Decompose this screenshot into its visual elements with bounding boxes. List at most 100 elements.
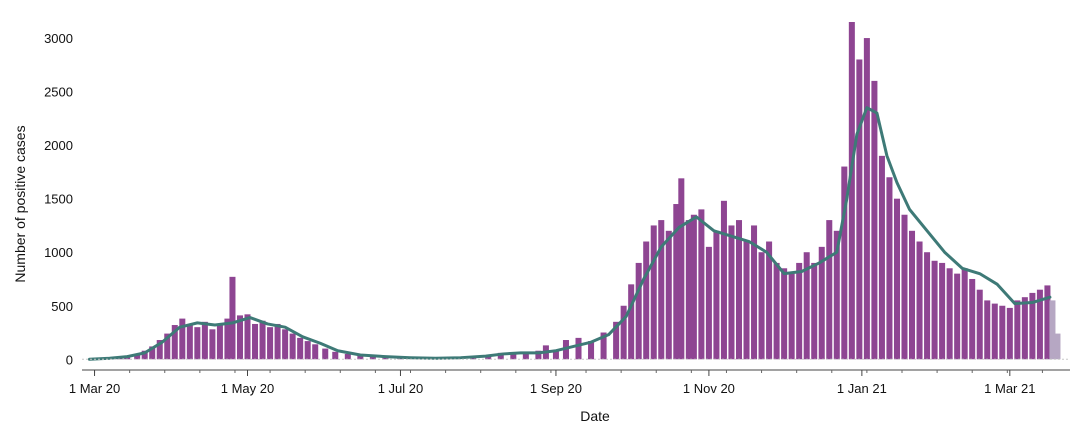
bar [236,315,243,360]
bar [171,325,178,360]
bar [1054,333,1061,360]
x-axis-title: Date [580,408,610,424]
y-tick-label: 3000 [44,31,73,46]
bar [773,262,780,360]
bar [961,268,968,360]
x-tick-label: 1 Mar 21 [984,381,1035,396]
x-tick-label: 1 Jan 21 [837,381,887,396]
y-tick-label: 2000 [44,138,73,153]
bar [1036,289,1043,360]
bar [705,246,712,360]
bar [658,220,665,360]
bar [886,177,893,360]
bar [713,230,720,360]
bar [735,220,743,360]
bar [665,230,672,360]
bar [728,225,735,360]
bar [312,344,319,360]
bar-series [86,22,1061,360]
y-tick-label: 1500 [44,192,73,207]
bar [690,214,697,360]
bar [758,252,765,360]
bar [382,357,389,360]
y-tick-label: 0 [66,352,73,367]
bar [939,262,946,360]
bar [976,289,983,360]
bar [878,155,885,360]
bar [848,22,855,360]
bar [244,314,251,360]
bar [304,341,311,360]
bar [229,276,236,360]
bar [863,38,870,360]
x-minor-ticks [94,370,1043,373]
bar [991,303,998,360]
bar [575,337,582,360]
bar [357,355,364,360]
bar [510,353,517,360]
bar [635,262,642,360]
bar [164,333,171,360]
bar [274,323,281,360]
bar [856,59,863,360]
bar [788,273,795,360]
bar [673,204,680,360]
bar [984,300,991,360]
x-tick-label: 1 Jul 20 [378,381,424,396]
bar [751,225,758,360]
x-tick-label: 1 Sep 20 [530,381,582,396]
rolling-average-line [88,106,1052,361]
bar [149,346,156,360]
x-tick-label: 1 Nov 20 [683,381,735,396]
bar [224,318,231,360]
bar [141,350,148,360]
bar [924,252,931,360]
bar [259,320,266,360]
bar [811,262,818,360]
bar [369,356,376,360]
bar [194,327,201,360]
bar [600,332,607,360]
y-tick-label: 2500 [44,85,73,100]
y-axis-ticks: 0 500 1000 1500 2000 2500 3000 [44,31,73,367]
bar [678,178,685,360]
bar [297,337,304,360]
bar [209,329,216,360]
bar [1049,300,1056,360]
bar [201,321,208,360]
bar [643,241,650,360]
bar [156,340,163,360]
bar [841,166,848,360]
bar [289,333,296,360]
bar [522,352,529,360]
bar [179,318,186,360]
bar [470,357,477,360]
bar [946,268,953,360]
bar [826,220,833,360]
bar [267,327,274,360]
bar [685,220,692,360]
bar [766,241,773,360]
bar [322,348,329,360]
bar [803,252,810,360]
bar [999,305,1006,360]
bar [1014,300,1021,360]
bar [252,323,259,360]
x-tick-label: 1 Mar 20 [69,381,120,396]
bar [552,349,559,360]
bar [931,260,938,360]
bar [628,284,635,360]
bar [497,352,504,360]
bar [1006,307,1013,360]
bar [833,230,840,360]
bar [332,351,339,360]
bar [216,323,223,360]
bar [743,241,750,360]
bar [954,273,961,360]
bar [796,262,803,360]
bar [620,305,627,360]
bar [818,246,825,360]
bar [781,268,788,360]
bar [909,230,916,360]
bar [901,214,908,360]
